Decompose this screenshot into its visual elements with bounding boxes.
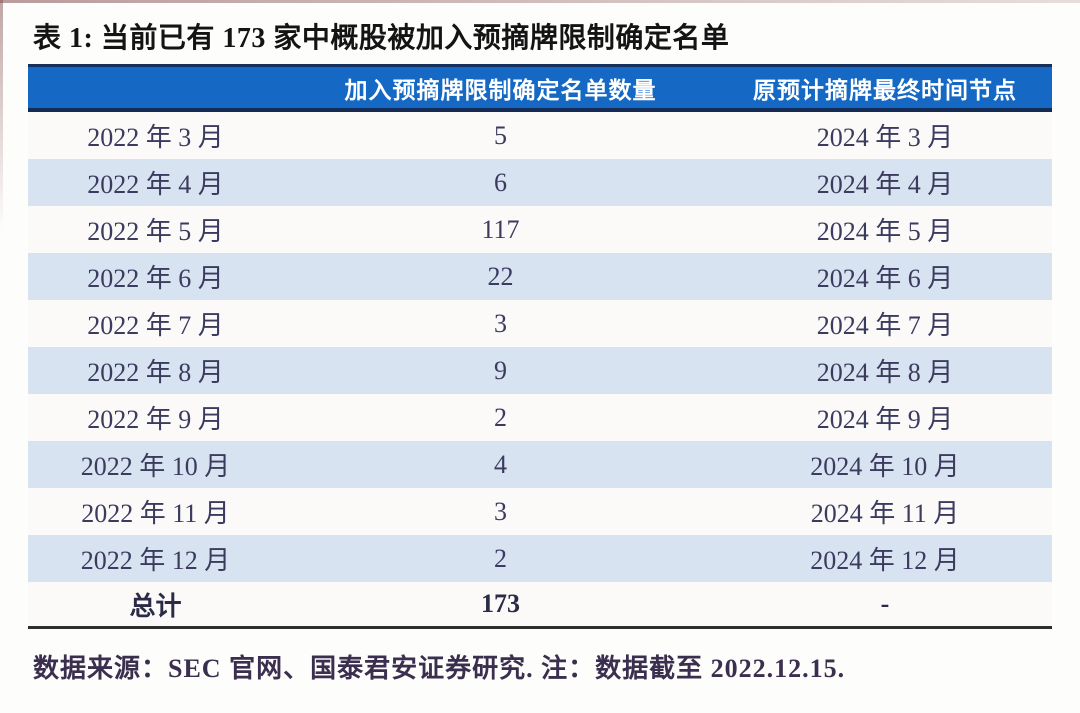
deadline-cell: 2024 年 8 月 bbox=[816, 358, 954, 387]
count-cell: 117 bbox=[481, 214, 520, 244]
month-cell: 2022 年 9 月 bbox=[87, 405, 224, 434]
deadline-cell: 2024 年 10 月 bbox=[810, 452, 960, 481]
source-note: 数据来源：SEC 官网、国泰君安证券研究. 注：数据截至 2022.12.15. bbox=[33, 654, 846, 683]
month-cell: 2022 年 8 月 bbox=[87, 358, 224, 387]
total-row: 总计 173 - bbox=[28, 582, 1052, 629]
count-cell: 2 bbox=[494, 543, 507, 573]
table-row: 2022 年 3 月 5 2024 年 3 月 bbox=[28, 112, 1052, 159]
table-row: 2022 年 8 月 9 2024 年 8 月 bbox=[28, 347, 1052, 394]
table-row: 2022 年 5 月 117 2024 年 5 月 bbox=[28, 206, 1052, 253]
count-cell: 3 bbox=[494, 496, 507, 526]
table-row: 2022 年 4 月 6 2024 年 4 月 bbox=[28, 159, 1052, 206]
table-row: 2022 年 11 月 3 2024 年 11 月 bbox=[28, 488, 1052, 535]
month-cell: 2022 年 11 月 bbox=[81, 499, 230, 528]
page-left-edge bbox=[0, 0, 3, 230]
table-row: 2022 年 9 月 2 2024 年 9 月 bbox=[28, 394, 1052, 441]
count-cell: 22 bbox=[487, 261, 514, 291]
deadline-cell: 2024 年 5 月 bbox=[816, 217, 954, 246]
deadline-cell: 2024 年 12 月 bbox=[810, 546, 960, 575]
delisting-table: 加入预摘牌限制确定名单数量 原预计摘牌最终时间节点 2022 年 3 月 5 2… bbox=[28, 64, 1052, 629]
table-header-row: 加入预摘牌限制确定名单数量 原预计摘牌最终时间节点 bbox=[28, 64, 1052, 112]
total-label: 总计 bbox=[129, 591, 182, 621]
total-count: 173 bbox=[481, 589, 520, 618]
header-count-column: 加入预摘牌限制确定名单数量 bbox=[344, 77, 657, 103]
page-top-edge bbox=[0, 0, 1080, 3]
deadline-cell: 2024 年 7 月 bbox=[816, 311, 954, 340]
table-row: 2022 年 7 月 3 2024 年 7 月 bbox=[28, 300, 1052, 347]
count-cell: 6 bbox=[494, 167, 507, 197]
month-cell: 2022 年 4 月 bbox=[87, 170, 224, 199]
month-cell: 2022 年 12 月 bbox=[80, 546, 231, 575]
deadline-cell: 2024 年 3 月 bbox=[816, 123, 954, 152]
deadline-cell: 2024 年 6 月 bbox=[816, 264, 954, 293]
month-cell: 2022 年 3 月 bbox=[87, 123, 224, 152]
deadline-cell: 2024 年 9 月 bbox=[816, 405, 954, 434]
count-cell: 9 bbox=[494, 355, 507, 385]
header-deadline-column: 原预计摘牌最终时间节点 bbox=[753, 77, 1017, 103]
count-cell: 5 bbox=[494, 120, 507, 150]
month-cell: 2022 年 10 月 bbox=[80, 452, 231, 481]
count-cell: 3 bbox=[494, 308, 507, 338]
total-deadline: - bbox=[880, 589, 890, 618]
month-cell: 2022 年 6 月 bbox=[87, 264, 224, 293]
month-cell: 2022 年 7 月 bbox=[87, 311, 224, 340]
table-row: 2022 年 12 月 2 2024 年 12 月 bbox=[28, 535, 1052, 582]
count-cell: 4 bbox=[494, 449, 507, 479]
count-cell: 2 bbox=[494, 402, 507, 432]
deadline-cell: 2024 年 11 月 bbox=[810, 499, 960, 528]
table-row: 2022 年 10 月 4 2024 年 10 月 bbox=[28, 441, 1052, 488]
table-body: 2022 年 3 月 5 2024 年 3 月 2022 年 4 月 6 202… bbox=[28, 112, 1052, 582]
table-row: 2022 年 6 月 22 2024 年 6 月 bbox=[28, 253, 1052, 300]
deadline-cell: 2024 年 4 月 bbox=[816, 170, 954, 199]
month-cell: 2022 年 5 月 bbox=[87, 217, 224, 246]
table-title: 表 1: 当前已有 173 家中概股被加入预摘牌限制确定名单 bbox=[33, 23, 730, 54]
